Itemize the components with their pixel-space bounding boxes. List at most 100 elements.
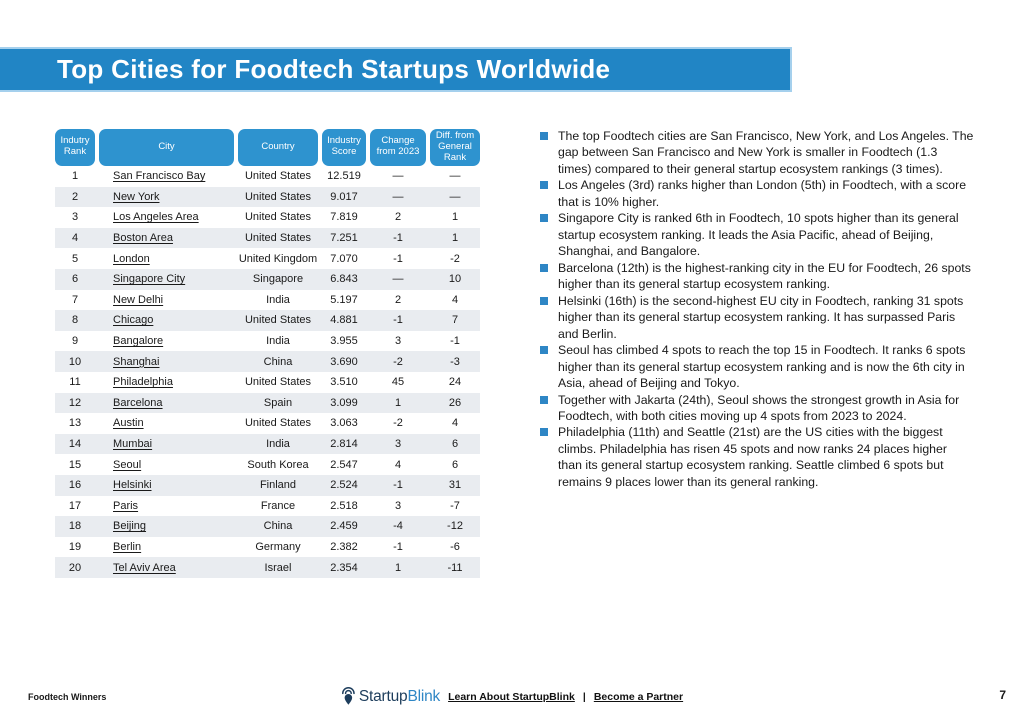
- city-link[interactable]: Berlin: [113, 540, 142, 553]
- change-cell: -2: [393, 355, 403, 368]
- bullet-item: The top Foodtech cities are San Francisc…: [540, 128, 974, 177]
- bullet-square-icon: [540, 214, 548, 223]
- diff-cell: -6: [450, 540, 460, 553]
- city-link[interactable]: Singapore City: [113, 273, 186, 286]
- rank-cell: 18: [68, 520, 82, 533]
- bullet-item: Los Angeles (3rd) ranks higher than Lond…: [540, 177, 974, 210]
- bullet-item: Together with Jakarta (24th), Seoul show…: [540, 392, 974, 425]
- table-row: 3 Los Angeles Area United States 7.819 2 1: [55, 207, 480, 228]
- city-link[interactable]: New York: [113, 190, 160, 203]
- score-cell: 6.843: [330, 273, 358, 286]
- score-cell: 3.955: [330, 335, 358, 348]
- city-link[interactable]: Los Angeles Area: [113, 211, 199, 224]
- country-cell: United Kingdom: [238, 252, 318, 265]
- bullet-text: Philadelphia (11th) and Seattle (21st) a…: [558, 425, 947, 489]
- country-cell: Germany: [255, 540, 301, 553]
- learn-about-startupblink-link[interactable]: Learn About StartupBlink: [448, 690, 575, 703]
- city-link[interactable]: Austin: [113, 417, 144, 430]
- footer-section-label: Foodtech Winners: [28, 692, 107, 702]
- city-link[interactable]: Beijing: [113, 520, 147, 533]
- bullet-text: Together with Jakarta (24th), Seoul show…: [558, 392, 960, 423]
- rank-cell: 14: [68, 438, 82, 451]
- city-link[interactable]: Bangalore: [113, 335, 164, 348]
- score-cell: 3.510: [330, 376, 358, 389]
- table-row: 8 Chicago United States 4.881 -1 7: [55, 310, 480, 331]
- become-a-partner-link[interactable]: Become a Partner: [593, 690, 684, 703]
- change-cell: -1: [393, 540, 403, 553]
- rank-cell: 2: [71, 190, 79, 203]
- city-link[interactable]: London: [113, 252, 150, 265]
- city-link[interactable]: Seoul: [113, 458, 142, 471]
- change-cell: 3: [394, 335, 402, 348]
- rank-cell: 12: [68, 396, 82, 409]
- diff-cell: -1: [450, 335, 460, 348]
- rank-cell: 3: [71, 211, 79, 224]
- country-cell: Spain: [263, 396, 293, 409]
- diff-cell: 4: [451, 293, 459, 306]
- change-cell: —: [392, 170, 404, 183]
- bullet-text: Helsinki (16th) is the second-highest EU…: [558, 293, 964, 341]
- change-cell: —: [392, 190, 404, 203]
- diff-cell: 4: [451, 417, 459, 430]
- country-cell: United States: [244, 211, 312, 224]
- diff-cell: 6: [451, 458, 459, 471]
- city-link[interactable]: Shanghai: [113, 355, 160, 368]
- city-link[interactable]: Mumbai: [113, 438, 153, 451]
- footer-center: StartupBlink Learn About StartupBlink | …: [341, 687, 683, 706]
- city-link[interactable]: New Delhi: [113, 293, 164, 306]
- page-number: 7: [999, 688, 1006, 702]
- score-cell: 4.881: [330, 314, 358, 327]
- rank-cell: 4: [71, 232, 79, 245]
- country-cell: India: [266, 293, 290, 306]
- bullet-text: Barcelona (12th) is the highest-ranking …: [558, 260, 971, 292]
- bullet-item: Barcelona (12th) is the highest-ranking …: [540, 260, 974, 293]
- bullet-item: Singapore City is ranked 6th in Foodtech…: [540, 210, 974, 259]
- city-link[interactable]: Philadelphia: [113, 376, 173, 389]
- country-cell: United States: [244, 170, 312, 183]
- city-link[interactable]: Helsinki: [113, 479, 152, 492]
- table-row: 1 San Francisco Bay United States 12.519 — —: [55, 166, 480, 187]
- city-link[interactable]: Chicago: [113, 314, 154, 327]
- diff-cell: 6: [451, 438, 459, 451]
- rank-cell: 1: [71, 170, 79, 183]
- column-header-4: Change from 2023: [370, 129, 426, 166]
- column-header-5: Diff. from General Rank: [430, 129, 480, 166]
- startupblink-pin-icon: [342, 687, 355, 705]
- table-header-row: Indutry Rank City Country Industry Score Cha…: [55, 129, 480, 166]
- city-link[interactable]: Paris: [113, 499, 139, 512]
- table-row: 19 Berlin Germany 2.382 -1 -6: [55, 537, 480, 558]
- change-cell: 1: [394, 396, 402, 409]
- city-link[interactable]: Boston Area: [113, 232, 173, 245]
- score-cell: 2.524: [330, 479, 358, 492]
- change-cell: 3: [394, 499, 402, 512]
- country-cell: Finland: [259, 479, 297, 492]
- table-row: 12 Barcelona Spain 3.099 1 26: [55, 392, 480, 414]
- city-link[interactable]: Barcelona: [113, 396, 163, 409]
- rank-cell: 6: [71, 273, 79, 286]
- city-link[interactable]: San Francisco Bay: [113, 170, 206, 183]
- column-header-2: Country: [238, 129, 318, 166]
- table-row: 5 London United Kingdom 7.070 -1 -2: [55, 248, 480, 269]
- rank-cell: 16: [68, 479, 82, 492]
- startupblink-logo: StartupBlink: [341, 687, 440, 706]
- score-cell: 5.197: [330, 293, 358, 306]
- change-cell: -1: [393, 314, 403, 327]
- table-row: 14 Mumbai India 2.814 3 6: [55, 433, 480, 455]
- table-row: 9 Bangalore India 3.955 3 -1: [55, 331, 480, 352]
- bullet-square-icon: [540, 428, 548, 437]
- score-cell: 12.519: [327, 170, 361, 183]
- city-link[interactable]: Tel Aviv Area: [113, 561, 176, 574]
- rank-cell: 7: [71, 293, 79, 306]
- change-cell: —: [392, 273, 404, 286]
- country-cell: United States: [244, 190, 312, 203]
- score-cell: 9.017: [330, 190, 358, 203]
- country-cell: South Korea: [247, 458, 309, 471]
- change-cell: 3: [394, 438, 402, 451]
- score-cell: 2.382: [330, 540, 358, 553]
- rank-cell: 17: [68, 499, 82, 512]
- title-banner: Top Cities for Foodtech Startups Worldwi…: [0, 47, 792, 92]
- column-header-1: City: [99, 129, 234, 166]
- bullet-text: Singapore City is ranked 6th in Foodtech…: [558, 211, 959, 259]
- rank-cell: 9: [71, 335, 79, 348]
- logo-text: StartupBlink: [358, 687, 441, 705]
